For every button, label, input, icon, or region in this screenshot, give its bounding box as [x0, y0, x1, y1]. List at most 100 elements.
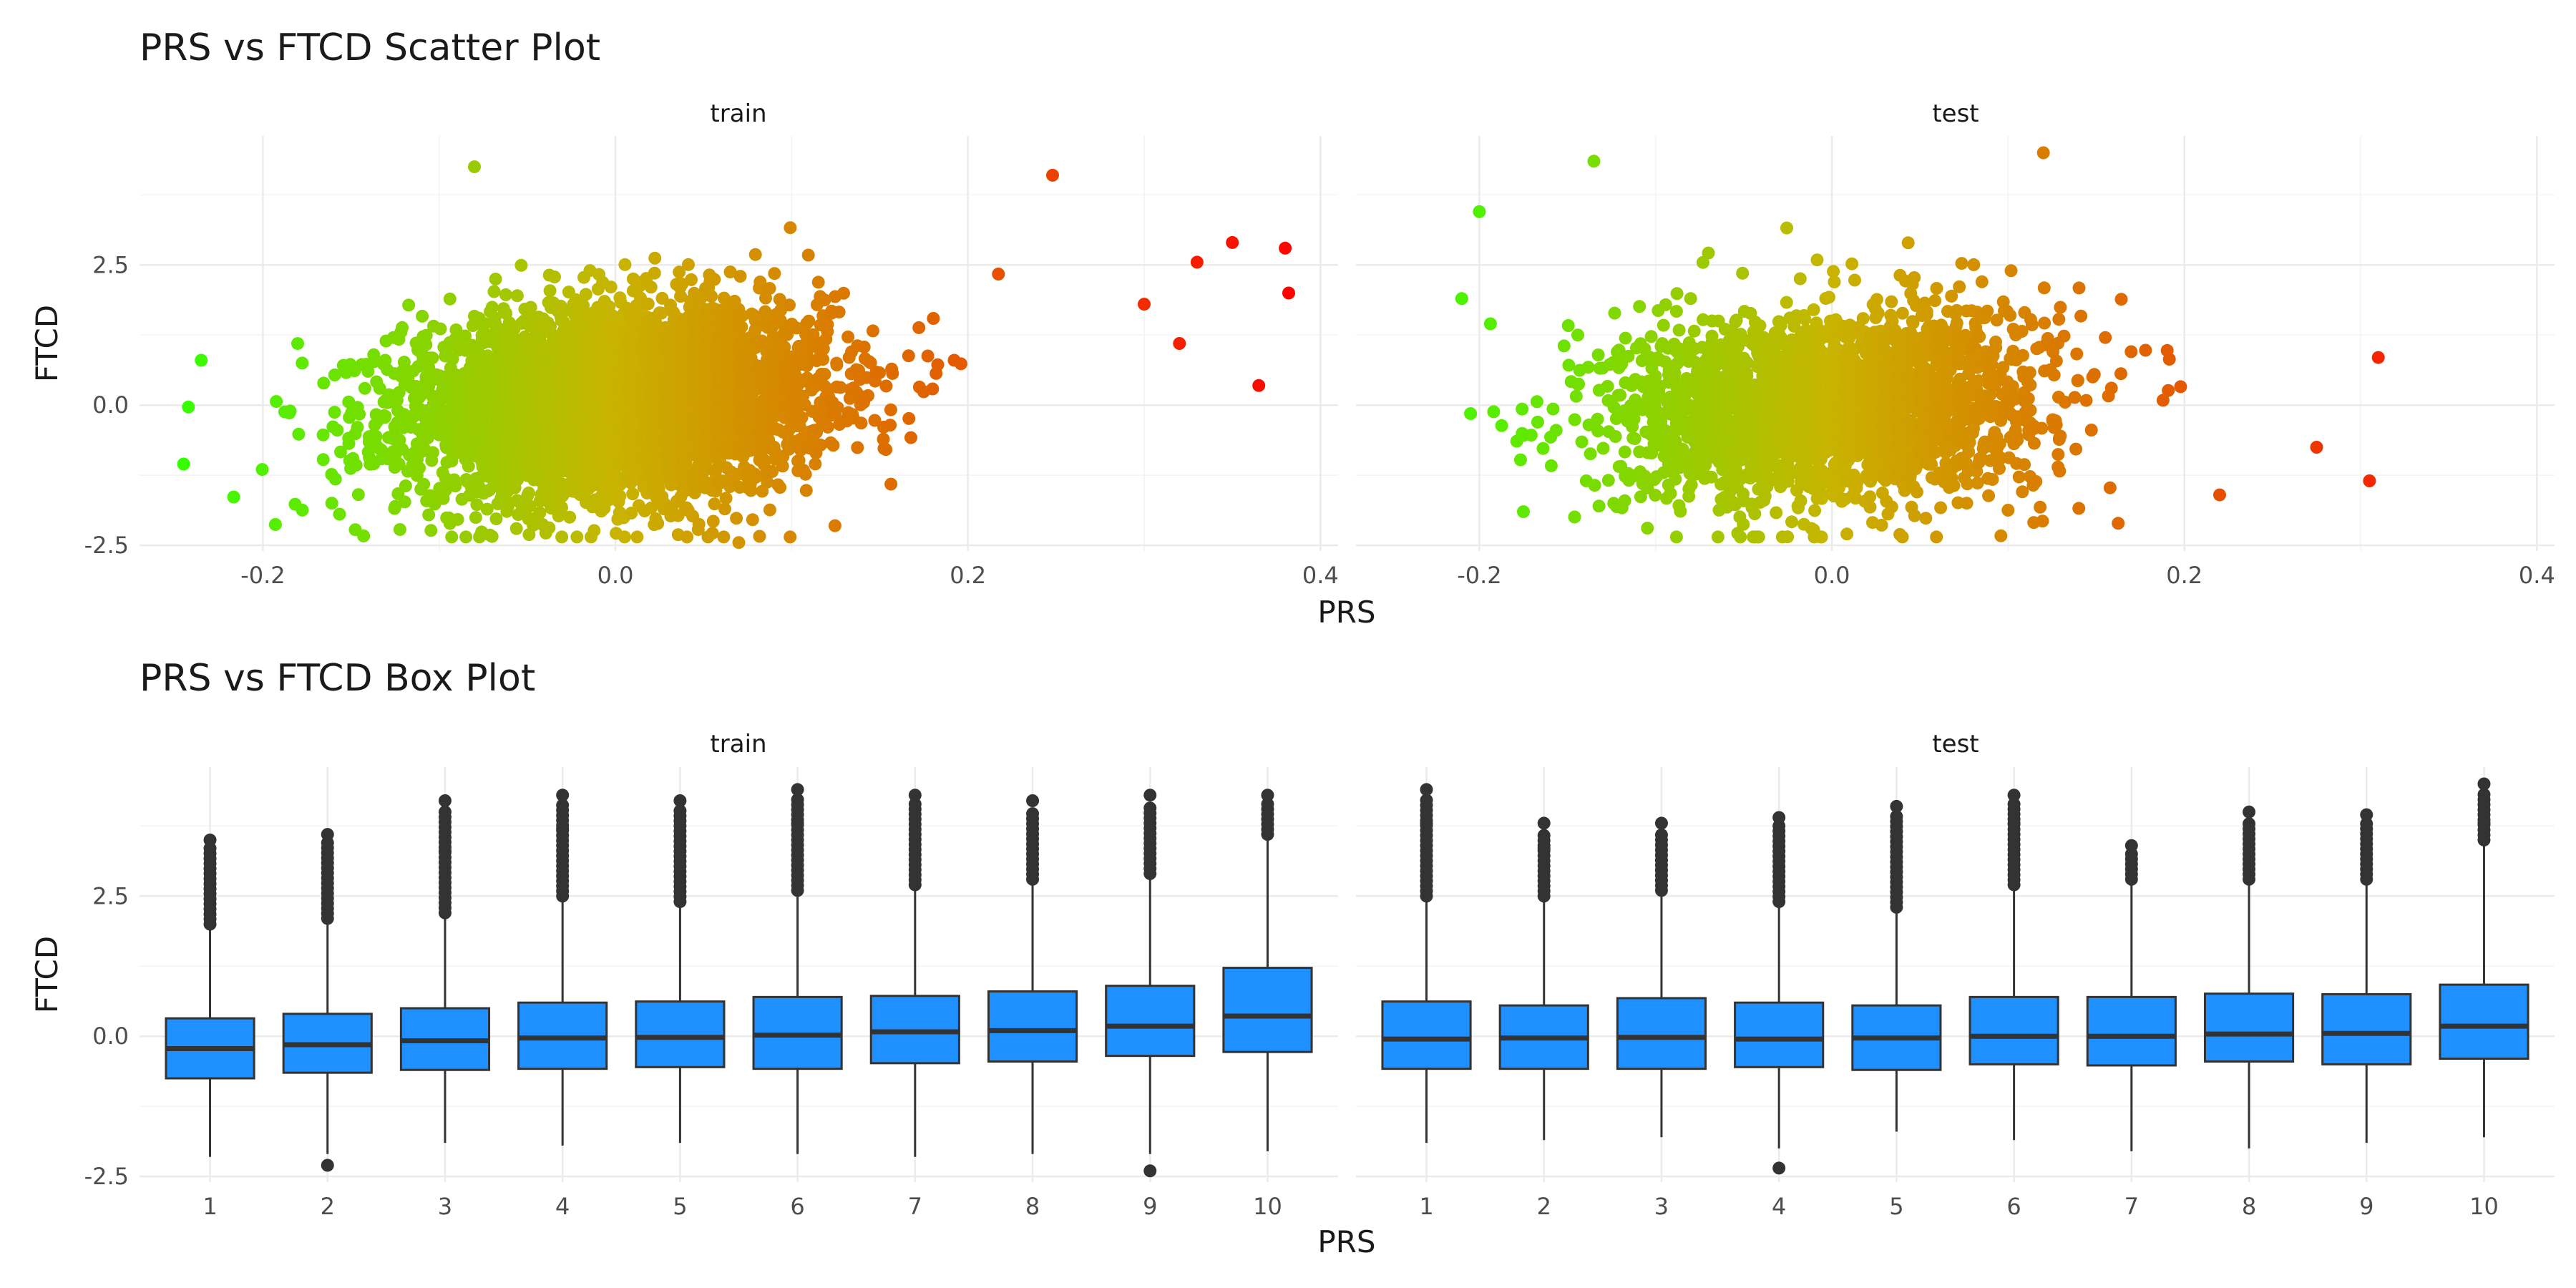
- scatter-point: [1568, 413, 1581, 426]
- scatter-point: [837, 286, 850, 300]
- scatter-point: [296, 503, 309, 517]
- scatter-point: [1473, 205, 1486, 218]
- scatter-point: [921, 349, 935, 363]
- scatter-point: [799, 484, 813, 497]
- scatter-facet-label-train: train: [710, 99, 766, 128]
- scatter-point: [434, 322, 447, 336]
- scatter-point: [470, 498, 484, 512]
- scatter-point: [630, 530, 644, 544]
- scatter-point: [328, 369, 341, 381]
- scatter-point: [735, 321, 748, 333]
- scatter-point: [417, 477, 431, 491]
- scatter-point: [357, 530, 371, 542]
- scatter-point: [1561, 319, 1575, 332]
- scatter-point: [1588, 479, 1601, 492]
- scatter-point: [577, 298, 590, 312]
- scatter-point: [685, 273, 698, 286]
- scatter-point: [1618, 445, 1631, 459]
- scatter-point: [422, 508, 436, 522]
- scatter-point: [748, 248, 762, 261]
- scatter-point: [746, 513, 759, 527]
- scatter-point: [818, 368, 831, 381]
- scatter-point: [1487, 405, 1501, 419]
- scatter-point: [459, 329, 472, 343]
- scatter-point: [879, 443, 893, 457]
- scatter-point: [763, 503, 776, 517]
- scatter-point: [397, 356, 411, 369]
- scatter-point: [626, 487, 640, 501]
- scatter-point: [1601, 379, 1614, 393]
- scatter-point: [416, 309, 429, 323]
- scatter-point: [292, 427, 306, 441]
- scatter-point: [501, 500, 514, 514]
- scatter-point: [317, 376, 331, 390]
- scatter-point: [334, 445, 347, 459]
- scatter-point: [1571, 328, 1584, 342]
- scatter-point: [469, 511, 482, 525]
- scatter-point: [331, 424, 344, 437]
- scatter-point: [802, 314, 816, 328]
- scatter-point: [270, 395, 283, 409]
- scatter-point: [927, 312, 940, 325]
- scatter-point: [618, 530, 631, 544]
- scatter-point: [1544, 459, 1558, 472]
- scatter-point: [1483, 317, 1497, 331]
- scatter-point: [443, 292, 457, 306]
- scatter-point: [857, 341, 871, 353]
- scatter-point: [1572, 377, 1586, 391]
- scatter-point: [1641, 522, 1654, 535]
- scatter-point: [402, 298, 416, 312]
- scatter-point: [1562, 358, 1576, 372]
- scatter-point: [449, 479, 462, 493]
- scatter-point: [509, 522, 523, 535]
- scatter-point: [1596, 441, 1610, 455]
- scatter-point: [992, 268, 1005, 280]
- scatter-point: [884, 477, 898, 491]
- scatter-point: [1609, 430, 1622, 443]
- scatter-point: [478, 317, 492, 331]
- scatter-point: [926, 382, 940, 396]
- scatter-point: [879, 379, 893, 393]
- scatter-point: [524, 301, 537, 314]
- scatter-point: [1557, 339, 1571, 353]
- scatter-points-test: [1455, 146, 2385, 544]
- scatter-point: [705, 290, 718, 303]
- scatter-point: [784, 530, 797, 544]
- scatter-point: [555, 501, 568, 514]
- scatter-point: [563, 510, 577, 524]
- scatter-point: [1770, 506, 1783, 519]
- scatter-point: [1046, 168, 1059, 182]
- scatter-point: [1282, 286, 1295, 300]
- scatter-point: [811, 275, 825, 289]
- scatter-point: [413, 462, 426, 474]
- scatter-point: [1517, 505, 1530, 519]
- scatter-point: [1737, 517, 1750, 531]
- scatter-point: [613, 489, 627, 503]
- scatter-point: [1633, 300, 1646, 313]
- scatter-point: [1279, 241, 1292, 255]
- scatter-point: [358, 381, 371, 395]
- scatter-point: [1592, 499, 1606, 513]
- scatter-point: [555, 530, 569, 544]
- scatter-point: [373, 381, 386, 395]
- scatter-point: [426, 351, 439, 365]
- scatter-point: [351, 421, 364, 434]
- scatter-point: [809, 457, 822, 471]
- scatter-point: [1711, 530, 1724, 544]
- scatter-point: [570, 530, 584, 544]
- scatter-point: [182, 400, 195, 414]
- scatter-point: [548, 270, 561, 284]
- scatter-point: [426, 446, 439, 459]
- scatter-point: [1736, 266, 1750, 280]
- scatter-point: [499, 288, 512, 301]
- scatter-point: [832, 306, 846, 319]
- scatter-point: [719, 492, 733, 505]
- scatter-point: [485, 530, 499, 543]
- scatter-point: [579, 288, 592, 301]
- scatter-point: [177, 457, 190, 471]
- scatter-point: [763, 282, 776, 295]
- scatter-point: [1591, 412, 1604, 426]
- scatter-point: [1684, 292, 1697, 306]
- scatter-point: [783, 298, 796, 312]
